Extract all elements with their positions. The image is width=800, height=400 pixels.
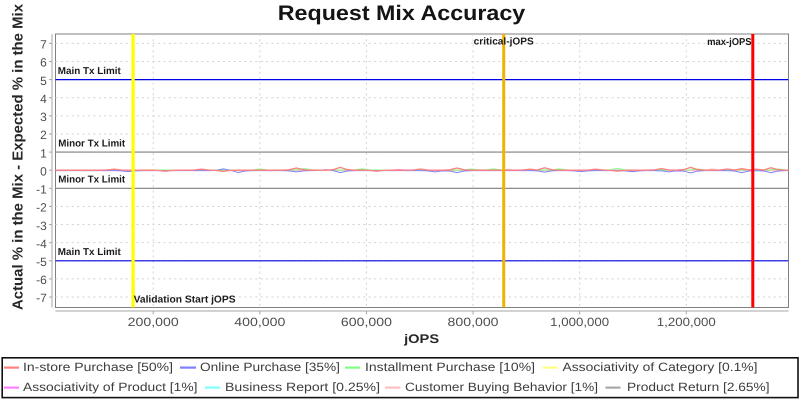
svg-text:Associativity of Category [0.1: Associativity of Category [0.1%] (563, 360, 758, 374)
svg-text:1: 1 (40, 146, 47, 160)
svg-text:400,000: 400,000 (234, 315, 285, 329)
svg-text:max-jOPS: max-jOPS (707, 37, 752, 48)
svg-text:5: 5 (40, 74, 47, 88)
svg-text:1,200,000: 1,200,000 (657, 315, 716, 329)
svg-text:-6: -6 (36, 273, 47, 287)
svg-text:Online Purchase [35%]: Online Purchase [35%] (200, 360, 340, 374)
svg-text:Minor Tx Limit: Minor Tx Limit (58, 138, 126, 149)
svg-text:Validation Start jOPS: Validation Start jOPS (134, 295, 236, 306)
svg-text:-1: -1 (36, 183, 47, 197)
svg-text:0: 0 (40, 164, 47, 178)
svg-text:1,000,000: 1,000,000 (550, 315, 609, 329)
svg-text:Main Tx Limit: Main Tx Limit (58, 66, 122, 77)
svg-text:4: 4 (40, 92, 47, 106)
svg-text:Actual % in the Mix - Expected: Actual % in the Mix - Expected % in the … (10, 4, 26, 310)
svg-text:Business Report [0.25%]: Business Report [0.25%] (225, 380, 380, 394)
svg-text:200,000: 200,000 (128, 315, 179, 329)
svg-text:-2: -2 (36, 201, 47, 215)
svg-text:600,000: 600,000 (341, 315, 392, 329)
svg-text:jOPS: jOPS (403, 332, 439, 346)
svg-text:In-store Purchase [50%]: In-store Purchase [50%] (23, 360, 173, 374)
svg-text:Product Return [2.65%]: Product Return [2.65%] (627, 380, 770, 394)
svg-text:-3: -3 (36, 219, 47, 233)
svg-text:-7: -7 (36, 291, 47, 305)
svg-text:7: 7 (40, 38, 47, 52)
svg-text:2: 2 (40, 128, 47, 142)
svg-text:-4: -4 (36, 237, 47, 251)
svg-text:3: 3 (40, 110, 47, 124)
svg-text:Customer Buying Behavior [1%]: Customer Buying Behavior [1%] (405, 380, 598, 394)
svg-text:Associativity of Product [1%]: Associativity of Product [1%] (23, 380, 198, 394)
svg-text:critical-jOPS: critical-jOPS (474, 36, 534, 47)
svg-text:Main Tx Limit: Main Tx Limit (58, 247, 122, 258)
svg-text:Minor Tx Limit: Minor Tx Limit (58, 175, 126, 186)
svg-text:-5: -5 (36, 255, 47, 269)
svg-text:6: 6 (40, 56, 47, 70)
svg-text:Installment Purchase [10%]: Installment Purchase [10%] (365, 360, 535, 374)
svg-text:800,000: 800,000 (448, 315, 499, 329)
svg-text:Request Mix Accuracy: Request Mix Accuracy (278, 2, 526, 25)
